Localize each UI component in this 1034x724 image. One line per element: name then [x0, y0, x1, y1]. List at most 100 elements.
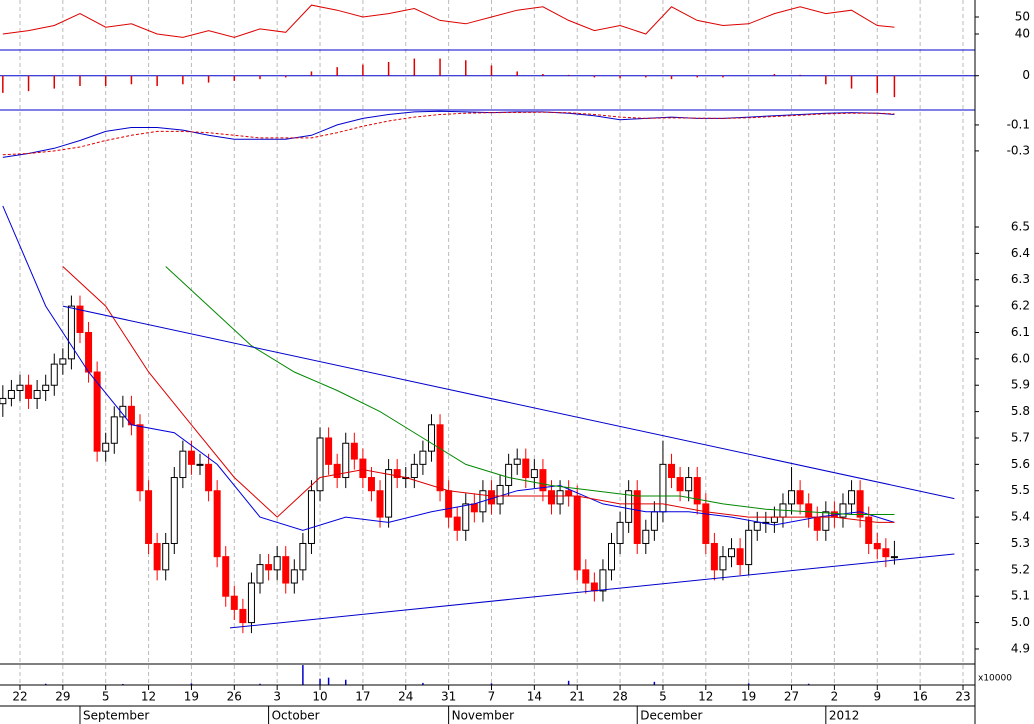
y-tick-label: 6.4 [1011, 246, 1030, 260]
candle-body [702, 503, 710, 544]
candle-body [76, 305, 84, 333]
y-tick-label: -0.1 [1007, 117, 1030, 131]
candle-body [839, 503, 847, 518]
x-tick-label: 12 [141, 690, 156, 704]
line-series [229, 553, 955, 629]
candle-body [719, 556, 727, 571]
y-tick-label: 6.0 [1011, 351, 1030, 365]
candle-body [0, 397, 7, 405]
axes-layer: 22 29 5 12 19 26 3 10 17 24 31 7 14 21 28 5 12 19 27 2 9 16 23… [12, 10, 1030, 724]
candle-body [316, 437, 324, 492]
candle-body [487, 490, 495, 505]
candle-body [582, 569, 590, 584]
candle-body [873, 542, 881, 550]
candle-body [145, 490, 153, 544]
x-tick-label: 16 [912, 690, 927, 704]
candle-body [299, 542, 307, 571]
candle-body [136, 424, 144, 492]
candle-body [865, 516, 873, 544]
candle-body [7, 390, 15, 399]
candle-body [753, 521, 761, 531]
y-tick-label: 5.3 [1011, 536, 1030, 550]
candle-body [170, 477, 178, 544]
candle-body [436, 424, 444, 492]
candle-body [247, 582, 255, 624]
candle-body [599, 569, 607, 592]
line-series [62, 266, 895, 523]
candle-body [93, 371, 101, 452]
candle-body [745, 529, 753, 566]
candle-body [462, 503, 470, 531]
candle-body [728, 548, 736, 558]
candle-body [290, 569, 298, 584]
line-series [2, 111, 895, 156]
line-series [2, 205, 895, 531]
candle-body [736, 548, 744, 566]
candle-body [539, 469, 547, 492]
x-tick-label: 10 [312, 690, 327, 704]
candle-body [685, 477, 693, 492]
y-tick-label: 5.2 [1011, 562, 1030, 576]
x-tick-label: 5 [102, 690, 110, 704]
candle-body [393, 469, 401, 479]
candle-body [470, 503, 478, 513]
candle-body [530, 469, 538, 479]
candle-body [85, 331, 93, 373]
candle-body [196, 463, 204, 466]
candle-body [522, 458, 530, 479]
candle-body [822, 511, 830, 531]
candle-body [333, 463, 341, 479]
x-tick-label: 26 [227, 690, 242, 704]
candle-body [565, 490, 573, 497]
candle-body [16, 384, 24, 392]
x-tick-label: 14 [527, 690, 542, 704]
candle-body [67, 305, 75, 360]
x-tick-label: 22 [12, 690, 27, 704]
candle-body [505, 463, 513, 486]
candle-body [42, 384, 50, 392]
candle-body [273, 556, 281, 571]
candle-body [50, 363, 58, 386]
candle-body [350, 442, 358, 460]
month-label: 2012 [829, 709, 860, 723]
y-tick-label: 6.1 [1011, 325, 1030, 339]
candle-body [796, 490, 804, 505]
candle-body [625, 490, 633, 523]
candle-body [453, 516, 461, 531]
candle-body [427, 424, 435, 452]
candle-body [265, 564, 273, 571]
y-tick-label: 5.1 [1011, 589, 1030, 603]
x-tick-label: 31 [441, 690, 456, 704]
line-series [2, 110, 895, 158]
y-tick-label: 5.5 [1011, 483, 1030, 497]
x-tick-label: 19 [741, 690, 756, 704]
candle-body [153, 542, 161, 571]
candle-body [890, 556, 898, 559]
candle-body [342, 442, 350, 479]
x-tick-label: 19 [184, 690, 199, 704]
y-tick-label: 6.5 [1011, 219, 1030, 233]
y-tick-label: 5.0 [1011, 615, 1030, 629]
candle-body [187, 450, 195, 465]
line-series [62, 305, 955, 500]
month-label: December [640, 709, 702, 723]
y-tick-label: 6.2 [1011, 299, 1030, 313]
line-series [165, 266, 895, 515]
candle-body [633, 490, 641, 544]
candle-body [770, 516, 778, 523]
candle-body [222, 556, 230, 597]
candle-body [608, 542, 616, 571]
y-tick-label: 5.6 [1011, 457, 1030, 471]
candle-body [119, 405, 127, 418]
y-tick-label: 4.9 [1011, 641, 1030, 655]
x-tick-label: 3 [273, 690, 281, 704]
y-tick-label: 0 [1022, 68, 1030, 82]
y-tick-label: 6.3 [1011, 272, 1030, 286]
candle-body [376, 490, 384, 518]
x-tick-label: 9 [873, 690, 881, 704]
x-tick-label: 24 [398, 690, 413, 704]
y-tick-label: -0.3 [1007, 143, 1030, 157]
candle-body [205, 463, 213, 492]
candle-body [573, 495, 581, 571]
y-tick-label: 5.8 [1011, 404, 1030, 418]
